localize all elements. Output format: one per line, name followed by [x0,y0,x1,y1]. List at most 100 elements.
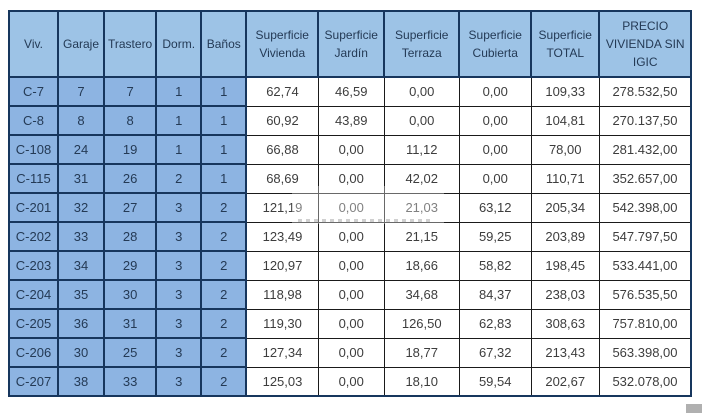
table-row: C-202 33 28 3 2 123,49 0,00 21,15 59,25 203,89 547… [8,221,692,252]
column-header-2: Garaje [57,10,105,78]
data-cell: 43,89 [317,105,385,136]
data-cell: 125,03 [245,366,319,397]
table-row: C-204 35 30 3 2 118,98 0,00 34,68 84,37 238,03 576… [8,279,692,310]
data-cell: 30 [102,279,158,310]
row-label-cell: C-202 [8,221,59,252]
data-cell: 3 [155,366,203,397]
data-cell: 126,50 [383,308,460,339]
data-cell: 25 [102,337,158,368]
data-cell: 1 [200,134,248,165]
data-cell: 34,68 [383,279,460,310]
table-row: C-115 31 26 2 1 68,69 0,00 42,02 0,00 110,71 352.6… [8,163,692,194]
data-cell: 110,71 [530,163,600,194]
data-cell: 203,89 [530,221,600,252]
data-cell: 24 [57,134,105,165]
data-cell: 38 [57,366,105,397]
data-cell: 0,00 [317,192,385,223]
data-cell: 123,49 [245,221,319,252]
table-row: C-206 30 25 3 2 127,34 0,00 18,77 67,32 213,43 563… [8,337,692,368]
data-cell: 3 [155,279,203,310]
data-cell: 1 [200,163,248,194]
data-cell: 18,10 [383,366,460,397]
data-cell: 66,88 [245,134,319,165]
data-cell: 59,25 [458,221,532,252]
data-cell: 42,02 [383,163,460,194]
data-cell: 21,15 [383,221,460,252]
data-cell: 67,32 [458,337,532,368]
data-cell: 0,00 [317,308,385,339]
row-label-cell: C-115 [8,163,59,194]
table-row: C-7 7 7 1 1 62,74 46,59 0,00 0,00 109,33 278.532,5… [8,76,692,107]
data-cell: 36 [57,308,105,339]
data-cell: 32 [57,192,105,223]
data-cell: 31 [57,163,105,194]
table-row: C-201 32 27 3 2 121,19 0,00 21,03 63,12 205,34 542… [8,192,692,223]
data-cell: 198,45 [530,250,600,281]
data-cell: 11,12 [383,134,460,165]
data-cell: 104,81 [530,105,600,136]
data-cell: 1 [155,105,203,136]
data-cell: 78,00 [530,134,600,165]
row-label-cell: C-108 [8,134,59,165]
column-header-9: Superficie Cubierta [458,10,533,78]
table-row: C-205 36 31 3 2 119,30 0,00 126,50 62,83 308,63 75… [8,308,692,339]
table-header-row: Viv. Garaje Trastero Dorm. Baños Superficie V… [8,10,693,78]
data-cell: 533.441,00 [598,250,692,281]
data-cell: 2 [200,279,248,310]
data-cell: 0,00 [458,105,532,136]
column-header-8: Superficie Terraza [383,10,461,78]
data-cell: 563.398,00 [598,337,692,368]
row-label-cell: C-204 [8,279,59,310]
data-cell: 21,03 [383,192,460,223]
data-cell: 0,00 [458,134,532,165]
data-cell: 542.398,00 [598,192,692,223]
data-cell: 278.532,50 [598,76,692,107]
data-cell: 2 [200,337,248,368]
row-label-cell: C-201 [8,192,59,223]
data-cell: 1 [200,76,248,107]
data-cell: 281.432,00 [598,134,692,165]
data-cell: 109,33 [530,76,600,107]
data-cell: 213,43 [530,337,600,368]
data-cell: 0,00 [383,76,460,107]
column-header-7: Superficie Jardín [317,10,386,78]
data-cell: 7 [102,76,158,107]
data-cell: 8 [102,105,158,136]
row-label-cell: C-205 [8,308,59,339]
data-cell: 1 [200,105,248,136]
data-cell: 2 [200,250,248,281]
data-cell: 3 [155,221,203,252]
row-label-cell: C-203 [8,250,59,281]
data-cell: 0,00 [317,163,385,194]
data-cell: 35 [57,279,105,310]
data-cell: 238,03 [530,279,600,310]
table-row: C-207 38 33 3 2 125,03 0,00 18,10 59,54 202,67 532… [8,366,692,397]
data-cell: 547.797,50 [598,221,692,252]
data-cell: 2 [200,221,248,252]
data-cell: 3 [155,308,203,339]
data-cell: 18,77 [383,337,460,368]
data-cell: 31 [102,308,158,339]
page-corner-artifact [686,404,702,413]
data-cell: 26 [102,163,158,194]
data-cell: 352.657,00 [598,163,692,194]
data-cell: 576.535,50 [598,279,692,310]
column-header-11: PRECIO VIVIENDA SIN IGIC [598,10,693,78]
data-cell: 19 [102,134,158,165]
data-cell: 63,12 [458,192,532,223]
data-cell: 30 [57,337,105,368]
data-cell: 18,66 [383,250,460,281]
data-cell: 60,92 [245,105,319,136]
row-label-cell: C-8 [8,105,59,136]
data-cell: 757.810,00 [598,308,692,339]
data-cell: 0,00 [317,279,385,310]
data-cell: 3 [155,250,203,281]
data-cell: 0,00 [317,134,385,165]
column-header-3: Trastero [102,10,158,78]
data-cell: 8 [57,105,105,136]
data-cell: 3 [155,192,203,223]
data-cell: 0,00 [458,163,532,194]
data-cell: 62,74 [245,76,319,107]
column-header-10: Superficie TOTAL [530,10,601,78]
